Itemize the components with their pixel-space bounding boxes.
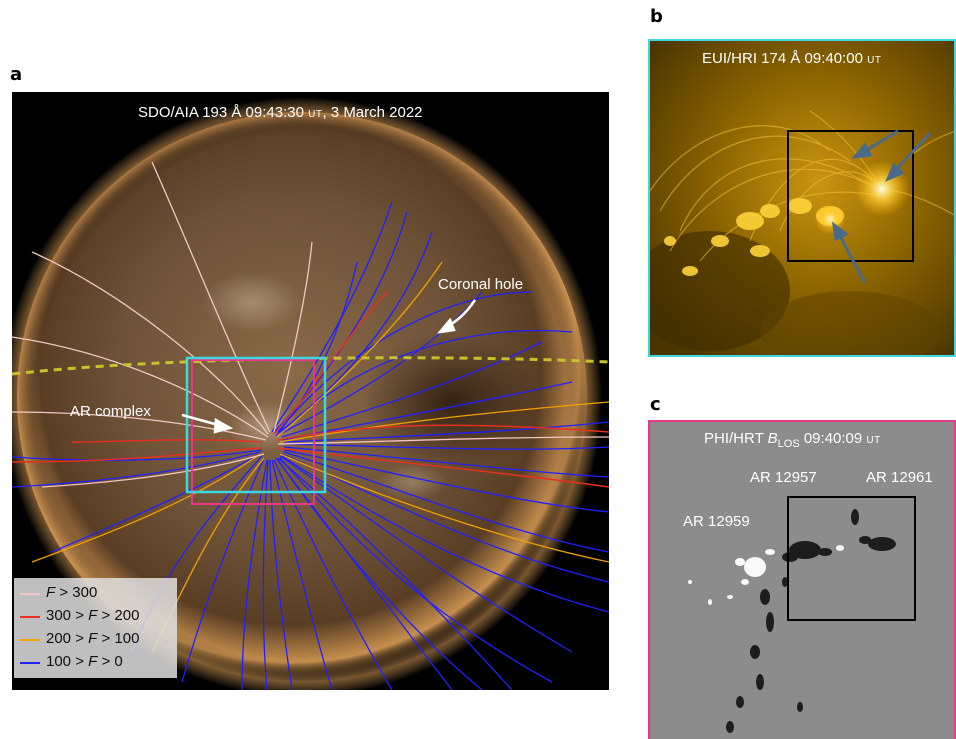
- coronal-hole-label: Coronal hole: [438, 276, 524, 293]
- ar-label: AR 12959: [683, 513, 750, 530]
- legend-label: 100 > F > 0: [46, 653, 123, 670]
- panel-c-image: [648, 420, 956, 739]
- panel-a-title-ut: UT: [308, 109, 323, 120]
- coronal-hole-region: [362, 332, 542, 472]
- panel-b-arrows: [832, 129, 932, 284]
- panel-c-title-sub: LOS: [777, 438, 800, 450]
- panel-c-title-text: PHI/HRT: [704, 430, 768, 447]
- panel-b-title: EUI/HRI 174 Å 09:40:00 UT: [702, 50, 881, 67]
- legend-label: 300 > F > 200: [46, 607, 140, 624]
- panel-b-image: [648, 39, 956, 357]
- panel-b-label: b: [650, 6, 663, 27]
- bright-region: [202, 272, 302, 332]
- field-lines-red: [12, 291, 609, 488]
- ar-complex-label: AR complex: [70, 403, 151, 420]
- legend-item: F > 300: [14, 582, 177, 604]
- ar-label: AR 12957: [750, 469, 817, 486]
- panel-c-title-ut: UT: [866, 435, 881, 446]
- panel-b-title-text: EUI/HRI 174 Å 09:40:00: [702, 50, 868, 67]
- cyan-fov-box: [185, 356, 327, 494]
- legend-item: 200 > F > 100: [14, 628, 177, 650]
- panel-b-title-ut: UT: [867, 55, 882, 66]
- ar-label: AR 12961: [866, 469, 933, 486]
- ar-complex-arrow: [181, 413, 234, 434]
- legend-label: 200 > F > 100: [46, 630, 140, 647]
- panel-c-title: PHI/HRT BLOS 09:40:09 UT: [704, 430, 881, 450]
- panel-b-svg: [650, 41, 954, 355]
- field-strength-legend: F > 300 300 > F > 200 200 > F > 100 100 …: [14, 578, 177, 678]
- panel-a-label: a: [10, 64, 23, 85]
- legend-swatch: [20, 593, 40, 595]
- panel-b-box: [787, 130, 914, 262]
- positive-polarity: [688, 545, 844, 605]
- panel-c-title-var: B: [767, 430, 778, 447]
- legend-swatch: [20, 616, 40, 618]
- panel-a-title-date: , 3 March 2022: [322, 104, 423, 121]
- field-lines-orange: [31, 261, 609, 653]
- field-lines-pink: [12, 161, 609, 488]
- legend-label: F > 300: [46, 584, 98, 601]
- panel-a-title: SDO/AIA 193 Å 09:43:30 UT, 3 March 2022: [138, 104, 423, 121]
- field-lines-blue: [12, 201, 609, 690]
- legend-swatch: [20, 662, 40, 664]
- negative-polarity: [726, 509, 896, 733]
- panel-c-label: c: [650, 394, 661, 415]
- panel-c-svg: [650, 422, 954, 739]
- panel-c-box: [787, 496, 916, 621]
- magenta-fov-box: [191, 359, 315, 505]
- panel-a-image: [12, 92, 609, 690]
- panel-a-svg: [12, 97, 609, 690]
- legend-item: 300 > F > 200: [14, 605, 177, 627]
- flare-bright-point: [854, 161, 910, 217]
- legend-item: 100 > F > 0: [14, 651, 177, 673]
- dashed-boundary-line: [12, 356, 609, 376]
- legend-swatch: [20, 639, 40, 641]
- panel-a-title-text: SDO/AIA 193 Å 09:43:30: [138, 104, 309, 121]
- panel-c-title-time: 09:40:09: [799, 430, 867, 447]
- coronal-hole-arrow: [436, 299, 477, 334]
